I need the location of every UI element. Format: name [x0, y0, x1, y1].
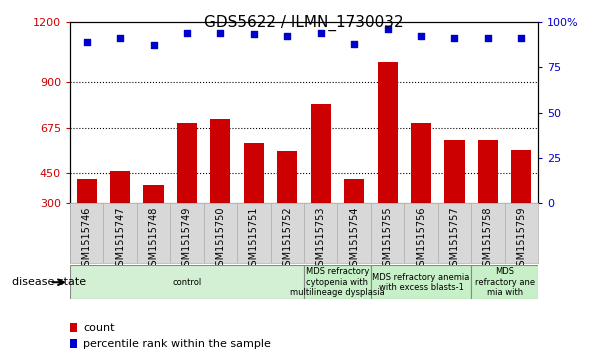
Point [517, 35, 527, 41]
Text: GDS5622 / ILMN_1730032: GDS5622 / ILMN_1730032 [204, 15, 404, 31]
Text: GSM1515757: GSM1515757 [449, 206, 460, 272]
Text: GSM1515758: GSM1515758 [483, 206, 493, 272]
Text: GSM1515756: GSM1515756 [416, 206, 426, 272]
Text: control: control [172, 278, 202, 287]
Point [416, 33, 426, 39]
Text: percentile rank within the sample: percentile rank within the sample [83, 339, 271, 349]
Text: GSM1515755: GSM1515755 [382, 206, 393, 272]
Point [282, 33, 292, 39]
Bar [371, 265, 471, 299]
Text: disease state: disease state [12, 277, 86, 287]
Point [449, 35, 460, 41]
Bar [143, 185, 164, 203]
Bar [471, 265, 538, 299]
Point [182, 30, 192, 36]
Bar [77, 179, 97, 203]
Bar [311, 105, 331, 203]
Point [115, 35, 125, 41]
Bar [277, 151, 297, 203]
Bar [344, 179, 364, 203]
Text: GSM1515753: GSM1515753 [316, 206, 326, 272]
Bar [210, 119, 230, 203]
Bar [478, 140, 498, 203]
Bar [70, 265, 304, 299]
Text: GSM1515747: GSM1515747 [115, 206, 125, 272]
Point [483, 35, 493, 41]
Text: GSM1515754: GSM1515754 [349, 206, 359, 272]
Bar [411, 123, 431, 203]
Bar [378, 62, 398, 203]
Bar [444, 140, 465, 203]
Bar [244, 143, 264, 203]
Point [215, 30, 225, 36]
Text: MDS refractory anemia
with excess blasts-1: MDS refractory anemia with excess blasts… [372, 273, 470, 292]
Text: GSM1515746: GSM1515746 [81, 206, 92, 272]
Point [349, 41, 359, 46]
Point [383, 26, 393, 32]
Point [81, 39, 91, 45]
Text: MDS refractory
cytopenia with
multilineage dysplasia: MDS refractory cytopenia with multilinea… [290, 267, 385, 297]
Text: GSM1515750: GSM1515750 [215, 206, 226, 272]
Text: GSM1515751: GSM1515751 [249, 206, 259, 272]
Bar [177, 123, 197, 203]
Point [148, 42, 158, 48]
Text: GSM1515752: GSM1515752 [282, 206, 292, 272]
Bar [304, 265, 371, 299]
Text: GSM1515749: GSM1515749 [182, 206, 192, 272]
Bar [110, 171, 130, 203]
Point [316, 30, 326, 36]
Text: GSM1515759: GSM1515759 [516, 206, 527, 272]
Point [249, 32, 259, 37]
Text: GSM1515748: GSM1515748 [148, 206, 159, 272]
Bar [511, 150, 531, 203]
Text: MDS
refractory ane
mia with: MDS refractory ane mia with [475, 267, 534, 297]
Text: count: count [83, 323, 115, 333]
